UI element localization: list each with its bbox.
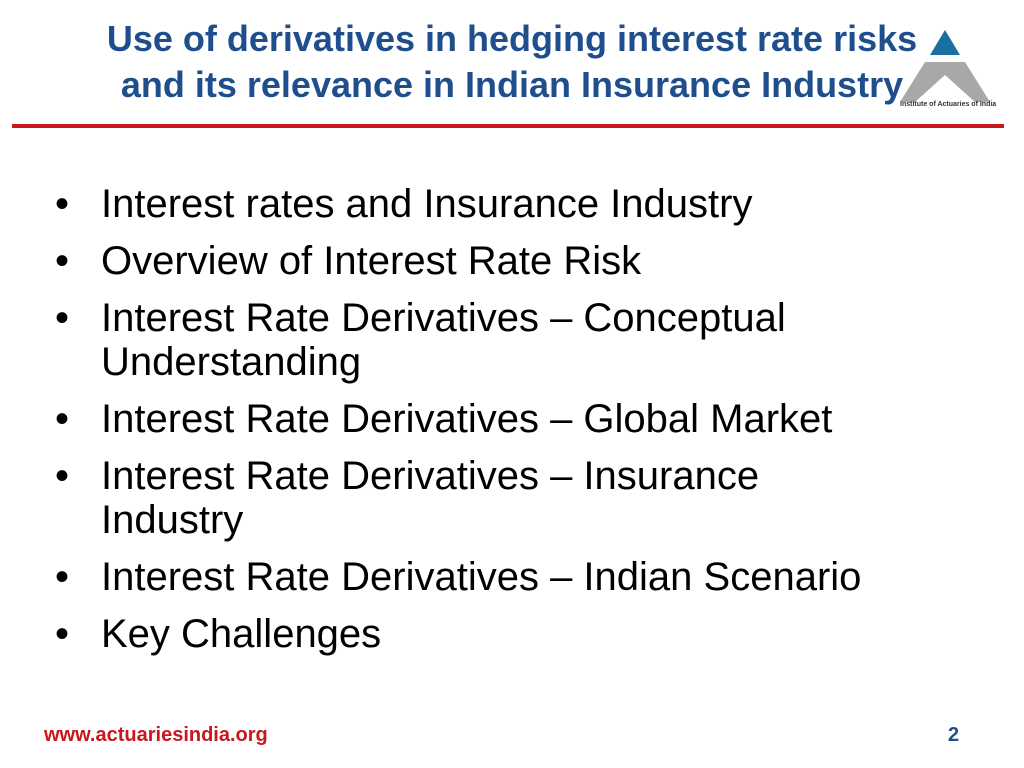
title-divider: [12, 124, 1004, 128]
footer-url[interactable]: www.actuariesindia.org: [44, 724, 268, 746]
slide-title: Use of derivatives in hedging interest r…: [0, 16, 1024, 108]
bullet-item: Interest Rate Derivatives – Conceptual U…: [55, 296, 861, 384]
bullet-item: Interest Rate Derivatives – Indian Scena…: [55, 555, 961, 599]
bullet-item: Interest rates and Insurance Industry: [55, 182, 961, 226]
title-line-1: Use of derivatives in hedging interest r…: [106, 18, 918, 59]
actuaries-logo-icon: [900, 30, 990, 102]
bullet-item: Overview of Interest Rate Risk: [55, 239, 961, 283]
bullet-list: Interest rates and Insurance Industry Ov…: [55, 182, 961, 669]
bullet-item: Interest Rate Derivatives – Global Marke…: [55, 397, 961, 441]
logo-text: Institute of Actuaries of India: [900, 101, 997, 108]
title-line-2: and its relevance in Indian Insurance In…: [120, 64, 904, 105]
bullet-item: Key Challenges: [55, 612, 961, 656]
bullet-item: Interest Rate Derivatives – Insurance In…: [55, 454, 861, 542]
page-number: 2: [948, 724, 960, 746]
